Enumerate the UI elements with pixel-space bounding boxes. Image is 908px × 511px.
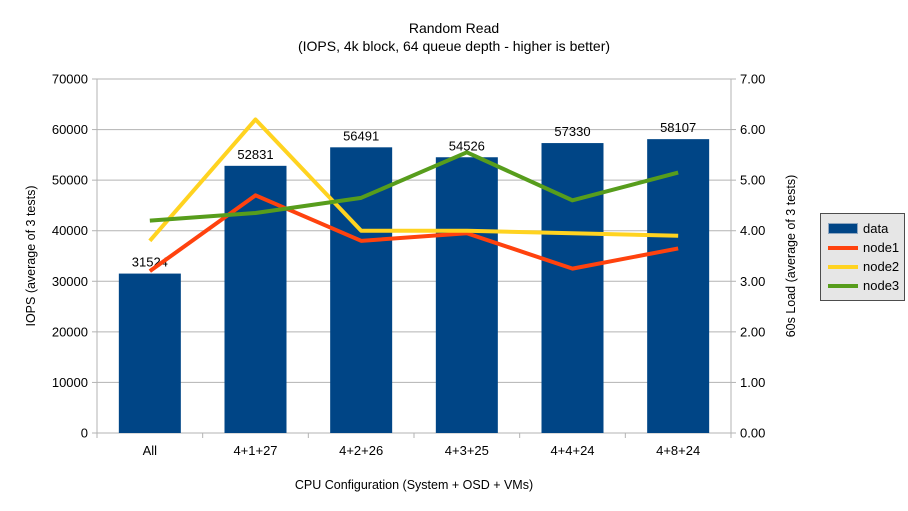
right-axis-tick-label: 5.00 (740, 173, 765, 188)
x-category-label: All (143, 443, 158, 458)
left-axis-tick-label: 0 (81, 426, 88, 441)
left-axis-tick-label: 50000 (52, 173, 88, 188)
legend-swatch-node1 (828, 245, 858, 250)
legend-swatch-data (828, 223, 858, 234)
bar-value-label: 56491 (343, 128, 379, 143)
x-category-label: 4+3+25 (445, 443, 489, 458)
line-node2 (148, 117, 679, 243)
x-category-label: 4+4+24 (550, 443, 594, 458)
bar-4+8+24 (647, 139, 710, 434)
line-node3 (149, 150, 679, 223)
chart-title: Random Read (408, 20, 500, 36)
legend-swatch-node3 (828, 283, 858, 288)
right-axis-tick-label: 4.00 (740, 223, 765, 238)
legend-label-node3: node3 (863, 278, 900, 293)
right-axis-tick-label: 3.00 (740, 274, 765, 289)
right-axis-tick-label: 0.00 (740, 426, 765, 441)
x-category-label: 4+1+27 (233, 443, 277, 458)
line-node1 (148, 193, 679, 273)
left-axis-tick-label: 70000 (52, 72, 88, 87)
legend-label-node1: node1 (863, 240, 900, 255)
legend-item-data: data (828, 219, 904, 238)
bar-All (118, 273, 181, 433)
legend-item-node1: node1 (828, 238, 904, 257)
left-axis-tick-label: 20000 (52, 324, 88, 339)
bar-value-label: 57330 (554, 124, 590, 139)
right-axis-tick-label: 2.00 (740, 324, 765, 339)
legend-label-node2: node2 (863, 259, 900, 274)
bar-value-label: 52831 (237, 147, 273, 162)
legend-item-node2: node2 (828, 257, 904, 276)
left-axis-tick-label: 30000 (52, 274, 88, 289)
left-axis-tick-label: 40000 (52, 223, 88, 238)
left-axis-tick-label: 60000 (52, 122, 88, 137)
right-axis-tick-label: 6.00 (740, 122, 765, 137)
bar-4+2+26 (330, 147, 393, 433)
bar-value-label: 58107 (660, 120, 696, 135)
bar-4+4+24 (541, 143, 604, 433)
right-axis-tick-label: 7.00 (740, 72, 765, 87)
legend: data node1 node2 node3 (820, 213, 905, 301)
legend-swatch-node2 (828, 264, 858, 269)
x-axis-title: CPU Configuration (System + OSD + VMs) (294, 478, 534, 492)
legend-item-node3: node3 (828, 276, 904, 295)
legend-label-data: data (863, 221, 889, 236)
bar-value-label: 54526 (449, 138, 485, 153)
right-axis-tick-label: 1.00 (740, 375, 765, 390)
x-category-label: 4+8+24 (656, 443, 700, 458)
left-axis-tick-label: 10000 (52, 375, 88, 390)
chart-subtitle: (IOPS, 4k block, 64 queue depth - higher… (297, 38, 611, 54)
bar-4+3+25 (435, 157, 498, 434)
x-category-label: 4+2+26 (339, 443, 383, 458)
